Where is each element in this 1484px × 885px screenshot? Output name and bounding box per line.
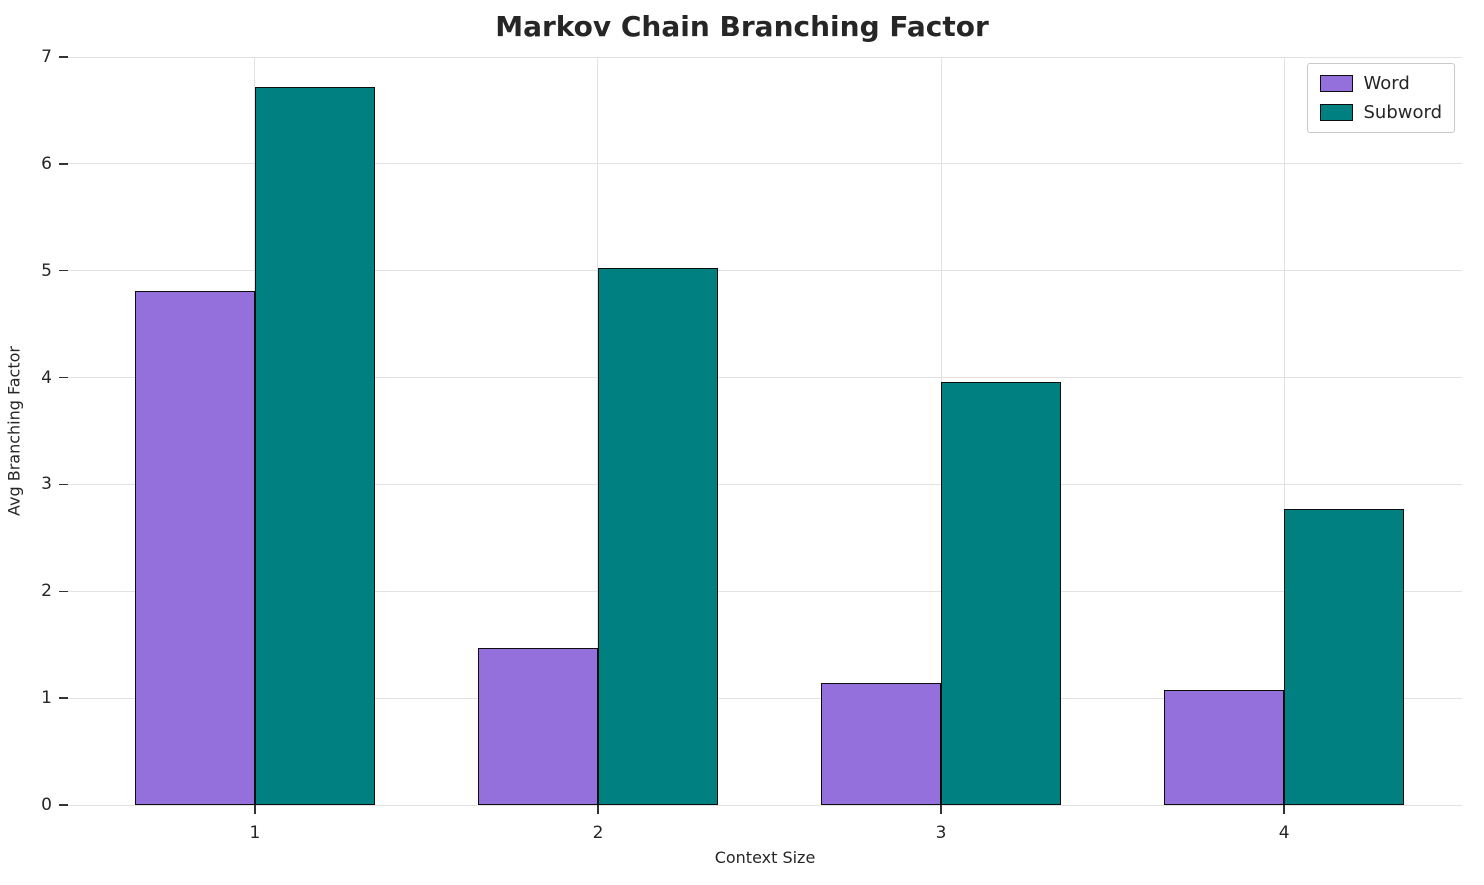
gridline-horizontal xyxy=(68,56,1462,58)
x-tick-mark xyxy=(254,805,256,814)
legend: Word Subword xyxy=(1307,63,1455,133)
y-tick-mark xyxy=(59,590,68,592)
bar-subword-context-4 xyxy=(1284,509,1405,805)
y-tick-mark xyxy=(59,163,68,165)
gridline-horizontal xyxy=(68,804,1462,806)
chart-title: Markov Chain Branching Factor xyxy=(495,10,989,43)
x-axis-label: Context Size xyxy=(714,848,816,867)
bar-subword-context-2 xyxy=(597,267,718,805)
x-tick-label: 1 xyxy=(249,823,261,843)
y-tick-label: 6 xyxy=(41,153,52,174)
y-tick-mark xyxy=(59,804,68,806)
y-tick-label: 2 xyxy=(41,581,52,602)
legend-swatch-subword xyxy=(1320,104,1354,121)
legend-entry-subword: Subword xyxy=(1320,102,1442,123)
legend-entry-word: Word xyxy=(1320,73,1442,94)
y-tick-mark xyxy=(59,376,68,379)
y-tick-mark xyxy=(59,56,68,58)
legend-label-subword: Subword xyxy=(1363,102,1442,123)
x-tick-label: 2 xyxy=(592,823,604,843)
legend-swatch-word xyxy=(1320,75,1354,92)
gridline-horizontal xyxy=(68,163,1462,165)
bar-word-context-2 xyxy=(477,647,598,805)
y-tick-mark xyxy=(59,270,68,272)
bar-subword-context-1 xyxy=(254,86,375,805)
gridline-horizontal xyxy=(68,590,1462,592)
x-tick-mark xyxy=(1283,805,1285,814)
bar-word-context-3 xyxy=(821,683,942,805)
y-tick-label: 1 xyxy=(41,688,52,709)
y-tick-label: 3 xyxy=(41,474,52,495)
bar-word-context-4 xyxy=(1164,689,1285,805)
y-tick-label: 4 xyxy=(41,367,52,388)
gridline-horizontal xyxy=(68,697,1462,699)
gridline-horizontal xyxy=(68,377,1462,379)
gridline-horizontal xyxy=(68,483,1462,485)
y-tick-mark xyxy=(59,483,68,486)
x-tick-label: 4 xyxy=(1278,823,1290,843)
gridline-horizontal xyxy=(68,270,1462,272)
x-tick-label: 3 xyxy=(935,823,947,843)
y-tick-label: 7 xyxy=(41,47,52,67)
y-tick-mark xyxy=(59,697,68,699)
y-axis-label: Avg Branching Factor xyxy=(4,346,24,516)
legend-label-word: Word xyxy=(1363,73,1410,94)
bar-word-context-1 xyxy=(134,291,255,805)
x-tick-mark xyxy=(940,805,942,814)
x-tick-mark xyxy=(597,805,599,814)
plot-area: Word Subword 0 1 2 3 4 5 6 7 1 2 3 4 xyxy=(41,47,1462,843)
gridline-vertical xyxy=(1283,57,1285,805)
bar-subword-context-3 xyxy=(941,381,1062,805)
y-tick-label: 0 xyxy=(41,795,52,815)
y-tick-label: 5 xyxy=(41,260,52,281)
